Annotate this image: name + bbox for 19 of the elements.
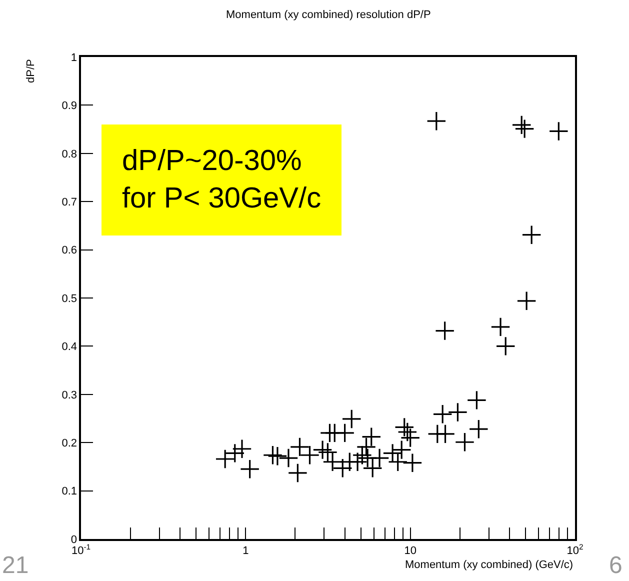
y-tick-label: 0.7 — [62, 196, 78, 208]
y-tick-label: 0.3 — [62, 389, 78, 402]
y-tick-label: 1 — [70, 52, 78, 64]
y-tick-label: 0.8 — [62, 148, 78, 160]
y-tick-label: 0.9 — [62, 100, 78, 112]
text: 21 — [2, 552, 29, 579]
x-tick-label: 1 — [242, 544, 249, 557]
y-tick-label: 0.4 — [62, 341, 78, 354]
annotation: dP/P~20-30% for P< 30GeV/c — [122, 145, 322, 215]
x-tick-label: 10$^{2}$ — [566, 542, 584, 557]
y-tick-label: 0.2 — [62, 437, 78, 450]
text: 6 — [609, 552, 622, 579]
x-tick-label: 10 — [404, 544, 416, 557]
y-tick-label: 0.6 — [62, 244, 78, 257]
y-tick-label: 0.5 — [62, 292, 78, 305]
y-axis-title: dP/P — [25, 59, 38, 84]
y-tick-label: 0.1 — [62, 486, 78, 498]
x-axis-title: Momentum (xy combined) (GeV/c) — [405, 559, 574, 571]
chart-title: Momentum (xy combined) resolution dP/P — [226, 9, 431, 21]
